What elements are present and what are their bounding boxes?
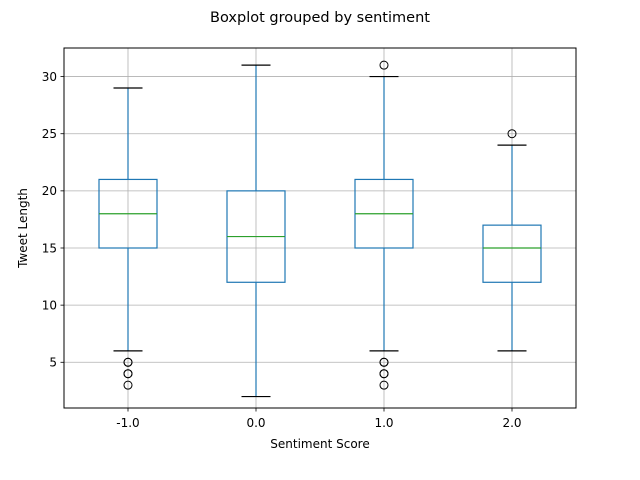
box-elements: [98, 60, 542, 398]
y-axis-title: Tweet Length: [16, 188, 30, 269]
x-tick-label: 2.0: [502, 416, 521, 430]
iqr-box: [482, 224, 542, 283]
outlier-point: [123, 380, 133, 390]
axis-ticks: 5 10 15 20 25 30 -1.0 0.0 1.0 2.0: [42, 70, 522, 430]
y-tick-label: 10: [42, 298, 57, 312]
x-tick-label: 1.0: [374, 416, 393, 430]
outlier-point: [379, 60, 389, 70]
outlier-point: [379, 380, 389, 390]
y-tick-label: 15: [42, 241, 57, 255]
x-axis-title: Sentiment Score: [270, 437, 369, 451]
box-group--1.0: [98, 87, 158, 390]
box-group-2.0: [482, 129, 542, 352]
plot-frame: [63, 47, 577, 409]
outlier-point: [379, 369, 389, 379]
chart-title: Boxplot grouped by sentiment: [210, 10, 430, 26]
y-tick-label: 5: [49, 356, 57, 370]
x-tick-label: 0.0: [246, 416, 265, 430]
outlier-point: [123, 357, 133, 367]
x-tick-label: -1.0: [116, 416, 139, 430]
box-group-1.0: [354, 60, 414, 390]
outlier-point: [507, 129, 517, 139]
y-tick-label: 30: [42, 70, 57, 84]
y-tick-label: 20: [42, 184, 57, 198]
outlier-point: [123, 369, 133, 379]
y-tick-label: 25: [42, 127, 57, 141]
box-group-0.0: [226, 64, 286, 398]
outlier-point: [379, 357, 389, 367]
